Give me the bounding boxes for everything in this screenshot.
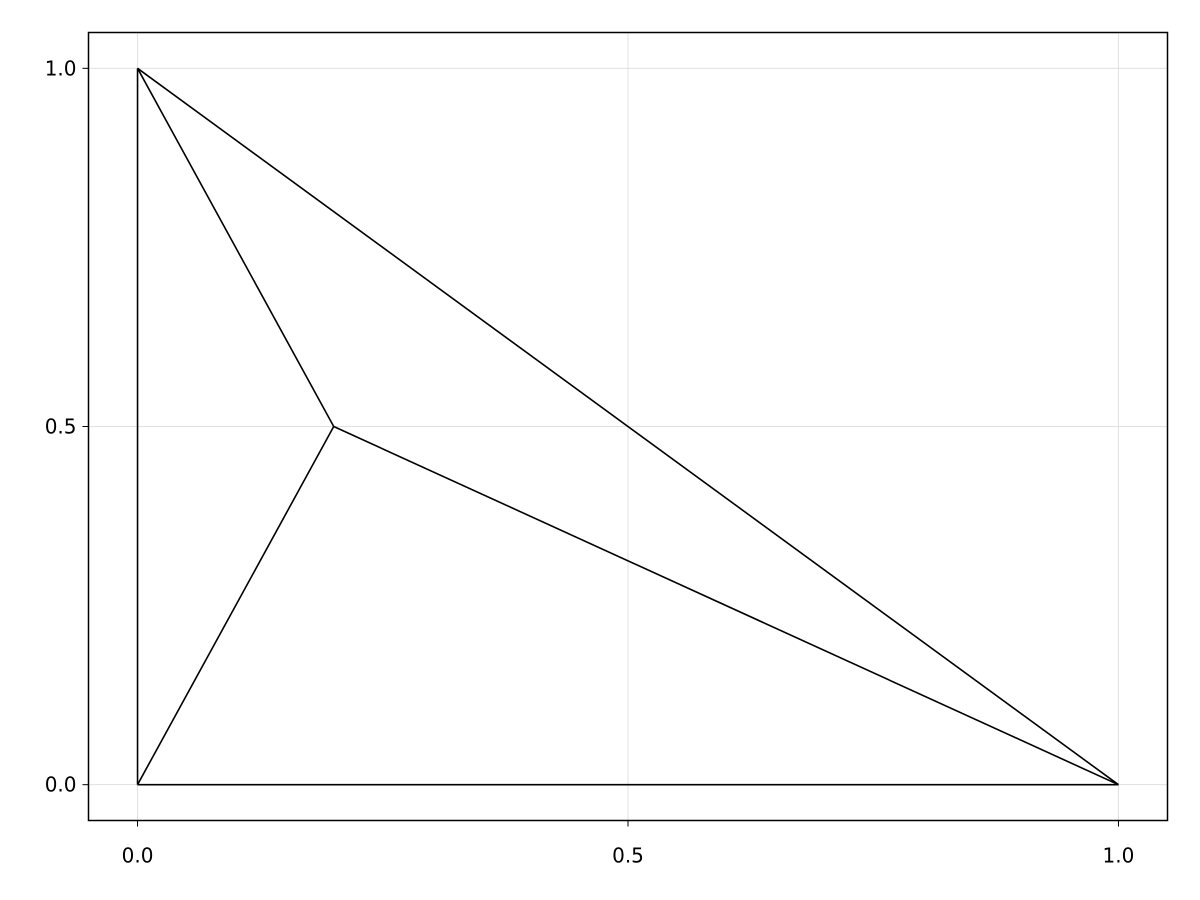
y-tick-label: 0.5 xyxy=(45,415,77,439)
x-tick-label: 1.0 xyxy=(1103,844,1135,868)
mesh-edge xyxy=(137,67,1119,786)
x-tick-label: 0.5 xyxy=(612,844,644,868)
mesh-edge xyxy=(136,67,335,427)
mesh-edges xyxy=(136,67,1119,786)
x-tick-label: 0.0 xyxy=(122,844,154,868)
y-tick-label: 1.0 xyxy=(45,56,77,80)
axis-ticks: 0.0 0.5 1.0 0.0 0.5 1.0 xyxy=(45,56,1135,867)
mesh-edge xyxy=(136,426,335,786)
y-tick-label: 0.0 xyxy=(45,773,77,797)
mesh-edge xyxy=(333,425,1119,786)
